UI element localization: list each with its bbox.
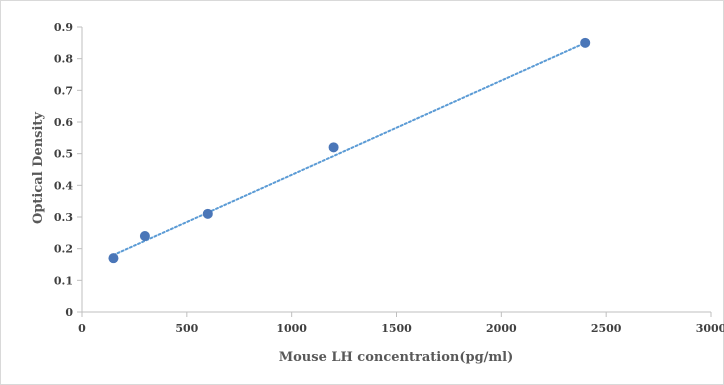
x-tick-label: 1000 (276, 322, 307, 335)
y-tick-label: 0.3 (54, 211, 73, 224)
axes (77, 26, 712, 317)
y-tick-label: 0.7 (54, 84, 73, 97)
x-axis-title: Mouse LH concentration(pg/ml) (279, 350, 514, 365)
x-tick-labels: 0 500 1000 1500 2000 2500 3000 (78, 322, 724, 335)
data-point (328, 142, 339, 153)
y-tick-label: 0 (65, 306, 73, 319)
y-axis-title: Optical Density (31, 112, 46, 224)
y-tick-label: 0.6 (54, 116, 73, 129)
y-tick-labels: 0 0.1 0.2 0.3 0.4 0.5 0.6 0.7 0.8 0.9 (54, 21, 73, 319)
y-tick-label: 0.1 (54, 274, 73, 287)
x-tick-label: 0 (78, 322, 86, 335)
data-point (108, 253, 119, 264)
data-point (202, 208, 213, 219)
y-tick-label: 0.5 (54, 148, 73, 161)
x-tick-label: 3000 (696, 322, 724, 335)
y-tick-label: 0.2 (54, 243, 73, 256)
x-tick-label: 1500 (381, 322, 412, 335)
trendline-group (112, 41, 587, 256)
y-tick-label: 0.4 (54, 179, 73, 192)
data-point (580, 37, 591, 48)
data-point (139, 231, 150, 241)
x-tick-label: 2500 (591, 322, 622, 335)
y-tick-label: 0.8 (54, 53, 73, 66)
y-tick-label: 0.9 (54, 21, 73, 34)
x-tick-label: 2000 (486, 322, 517, 335)
data-points (108, 37, 591, 264)
trendline (112, 41, 587, 256)
x-tick-label: 500 (175, 322, 198, 335)
